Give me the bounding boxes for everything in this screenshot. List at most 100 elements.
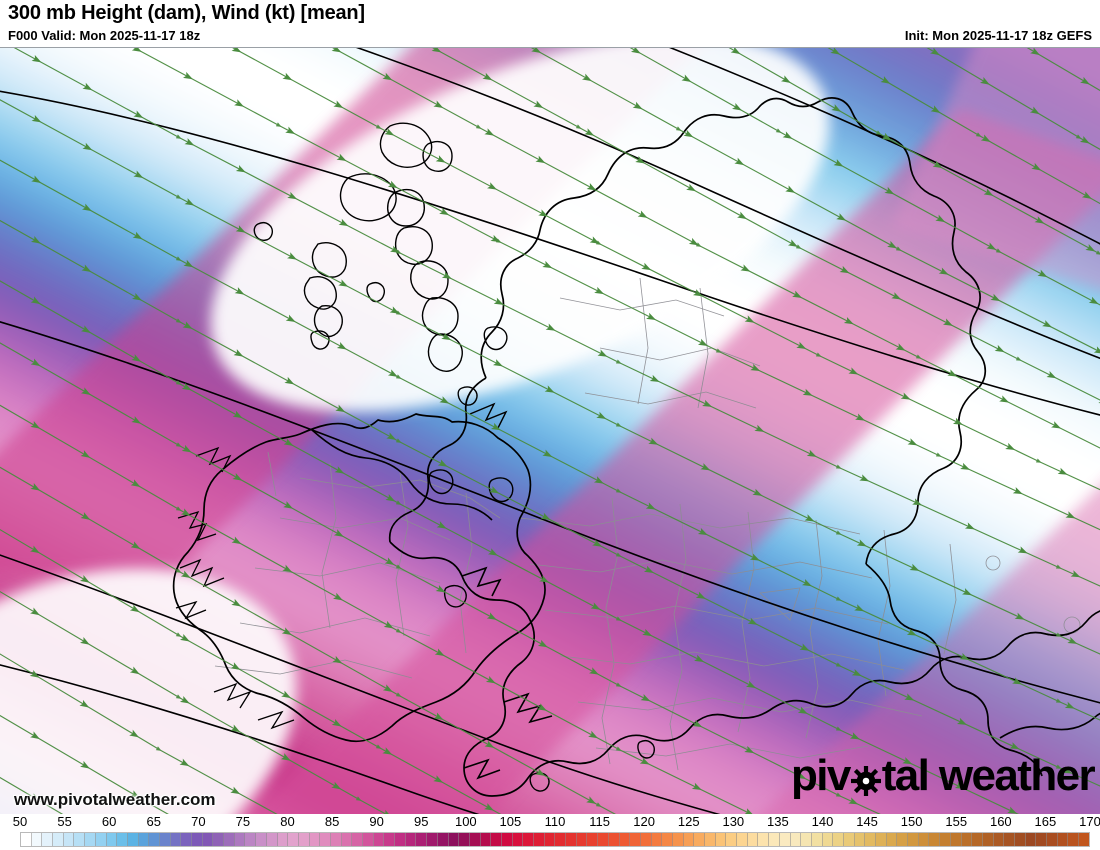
colorbar-band	[608, 833, 620, 846]
streamline-arrow	[385, 493, 396, 502]
colorbar-band	[897, 833, 909, 846]
streamline-arrow	[796, 771, 807, 780]
colorbar-tick: 50	[12, 814, 28, 829]
streamline-arrow	[79, 699, 90, 708]
streamline-arrow	[855, 413, 866, 421]
colorbar-band	[298, 833, 310, 846]
streamline-arrow	[280, 753, 291, 761]
streamline-arrow	[744, 745, 755, 754]
streamline-arrow	[287, 191, 298, 200]
streamline-arrow	[900, 392, 911, 400]
website-watermark: www.pivotalweather.com	[14, 790, 216, 809]
streamline-arrow	[830, 48, 841, 55]
streamline-arrow	[183, 259, 194, 268]
colorbar-band	[758, 833, 770, 846]
streamline-arrow	[588, 730, 599, 739]
colorbar-band	[544, 833, 556, 846]
streamline-arrow	[230, 786, 241, 795]
streamline-arrow	[537, 639, 548, 648]
streamline-arrow	[493, 359, 503, 367]
streamline-arrow	[489, 486, 500, 494]
streamline-arrow	[80, 637, 90, 645]
streamline-arrow	[737, 211, 747, 220]
colorbar-band	[352, 833, 363, 846]
streamline-arrow	[833, 159, 844, 167]
streamline-arrow	[902, 757, 913, 765]
streamline-arrow	[80, 512, 91, 520]
colorbar-band	[726, 833, 738, 846]
streamline-arrow	[752, 488, 763, 496]
colorbar-band	[309, 833, 321, 846]
streamline-arrow	[851, 669, 862, 677]
streamline-arrow	[646, 312, 657, 321]
streamline-arrow	[133, 110, 144, 118]
streamline-arrow	[331, 781, 342, 790]
streamline-arrow	[540, 512, 551, 521]
streamline-arrow	[959, 652, 970, 661]
map-canvas[interactable]: www.pivotalweather.com piv	[0, 47, 1100, 814]
streamline-arrow	[895, 343, 906, 351]
streamline-arrow	[283, 438, 294, 446]
colorbar-band	[747, 833, 759, 846]
colorbar-band	[427, 833, 438, 846]
colorbar-tick: 130	[722, 814, 745, 829]
colorbar-band	[459, 833, 470, 846]
streamline-arrow	[1079, 135, 1090, 144]
streamline-arrow	[389, 306, 400, 314]
streamline-arrow	[960, 462, 971, 470]
colorbar-band	[630, 833, 641, 846]
colorbar-band	[672, 833, 684, 846]
streamline-arrow	[962, 588, 973, 596]
colorbar-swatches[interactable]	[20, 832, 1090, 847]
colorbar-band	[63, 833, 75, 846]
colorbar-band	[737, 833, 748, 846]
streamline-arrow	[31, 54, 42, 63]
colorbar-band	[395, 833, 406, 846]
map-graphic	[0, 48, 1100, 814]
streamline-arrow	[1070, 570, 1081, 578]
streamline-arrow	[700, 463, 711, 471]
colorbar-band	[822, 833, 834, 846]
streamline-arrow	[383, 620, 394, 629]
streamline-arrow	[281, 690, 292, 699]
colorbar-band	[876, 833, 887, 846]
streamline-arrow	[439, 207, 450, 216]
streamline-arrow	[730, 48, 741, 55]
streamline-arrow	[802, 388, 813, 396]
streamline-arrow	[434, 648, 445, 656]
streamline-arrow	[947, 369, 958, 377]
streamline-arrow	[486, 612, 497, 620]
streamline-arrow	[231, 48, 242, 53]
streamline-arrow	[586, 796, 597, 804]
streamline-arrow	[801, 579, 812, 587]
valid-time-label: F000 Valid: Mon 2025-11-17 18z	[8, 28, 201, 43]
colorbar-band	[363, 833, 374, 846]
colorbar-band	[801, 833, 812, 846]
streamline-arrow	[994, 344, 1005, 353]
colorbar-band	[790, 833, 802, 846]
streamline-arrow	[843, 316, 854, 325]
streamline-arrow	[1067, 636, 1078, 644]
colorbar-band	[320, 833, 331, 846]
streamline-arrow	[131, 354, 142, 362]
colorbar-band	[908, 833, 919, 846]
streamline-arrow	[632, 101, 643, 110]
streamline-arrow	[31, 114, 42, 123]
streamline-arrow	[594, 286, 605, 295]
colorbar-tick: 110	[544, 814, 566, 829]
colorbar-tick: 115	[589, 814, 610, 829]
streamline-arrow	[999, 395, 1010, 403]
streamline-arrow	[952, 417, 963, 425]
streamline-arrow	[283, 501, 294, 509]
colorbar-band	[224, 833, 235, 846]
colorbar[interactable]: 50 55 60 65 70 75 80 85 90 95 100 105 110 115 120 125 13…	[0, 814, 1100, 850]
streamline-arrow	[734, 157, 745, 166]
colorbar-band	[74, 833, 86, 846]
colorbar-band	[416, 833, 428, 846]
streamline-arrow	[487, 548, 498, 556]
streamline-arrow	[180, 570, 191, 579]
streamline-arrow	[887, 240, 898, 249]
streamline-arrow	[1037, 269, 1048, 278]
streamline-arrow	[754, 424, 765, 432]
streamline-arrow	[431, 48, 442, 53]
